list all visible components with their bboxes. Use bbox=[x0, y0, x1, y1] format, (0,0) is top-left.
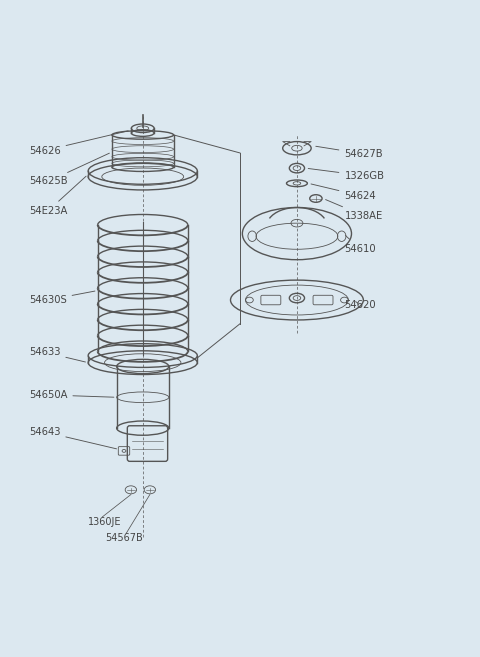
Text: 1360JE: 1360JE bbox=[88, 516, 121, 527]
Text: 54624: 54624 bbox=[311, 184, 376, 200]
Text: 54627B: 54627B bbox=[316, 147, 383, 159]
Text: 1338AE: 1338AE bbox=[325, 200, 383, 221]
Text: 54626: 54626 bbox=[29, 131, 128, 156]
Text: 54625B: 54625B bbox=[29, 153, 109, 187]
Text: 54643: 54643 bbox=[29, 427, 117, 449]
Text: 54630S: 54630S bbox=[29, 291, 95, 305]
Text: 54610: 54610 bbox=[344, 235, 376, 254]
Text: 54633: 54633 bbox=[29, 347, 85, 362]
Text: 54620: 54620 bbox=[344, 300, 376, 310]
Text: 54567B: 54567B bbox=[105, 533, 143, 543]
Text: 54E23A: 54E23A bbox=[29, 176, 86, 216]
Text: 1326GB: 1326GB bbox=[308, 168, 384, 181]
Text: 54650A: 54650A bbox=[29, 390, 114, 400]
